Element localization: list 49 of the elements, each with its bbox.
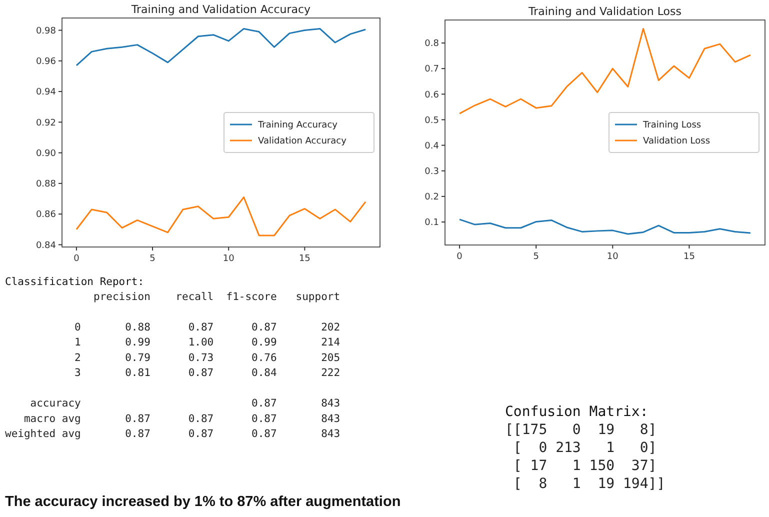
chart-title: Training and Validation Loss <box>527 5 682 18</box>
y-tick-label: 0.5 <box>424 116 439 126</box>
text: Confusion Matrix: <box>505 404 648 420</box>
y-tick-label: 0.96 <box>36 57 56 68</box>
x-tick-label: 10 <box>606 252 619 262</box>
text: [[175 0 19 8] <box>505 422 657 438</box>
text: The accuracy increased by 1% to 87% after augmentation <box>5 494 401 510</box>
y-tick-label: 0.4 <box>424 141 440 152</box>
y-tick-label: 0.6 <box>424 90 440 100</box>
text: [ 8 1 19 194]] <box>505 476 666 492</box>
x-tick-label: 5 <box>150 254 156 264</box>
x-tick-label: 15 <box>683 252 695 262</box>
text: [ 17 1 150 37] <box>505 458 657 474</box>
x-tick-label: 5 <box>533 252 539 262</box>
text: 1 0.99 1.00 0.99 214 <box>5 336 340 349</box>
legend-label: Training Loss <box>642 120 702 131</box>
line-series <box>76 28 366 66</box>
text: precision recall f1-score support <box>5 291 340 303</box>
y-tick-label: 0.8 <box>424 39 440 50</box>
y-tick-label: 0.2 <box>424 192 439 203</box>
x-tick-label: 15 <box>298 254 310 264</box>
x-tick-label: 0 <box>456 252 463 262</box>
y-tick-label: 0.86 <box>36 210 56 220</box>
y-tick-label: 0.88 <box>36 180 56 190</box>
legend-label: Validation Accuracy <box>258 136 348 147</box>
text: Classification Report: <box>5 276 144 288</box>
y-tick-label: 0.7 <box>424 64 439 75</box>
x-tick-label: 0 <box>74 254 80 264</box>
text: [ 0 213 1 0] <box>505 440 657 456</box>
y-tick-label: 0.1 <box>424 218 439 228</box>
y-tick-label: 0.3 <box>424 167 439 177</box>
text: accuracy 0.87 843 <box>5 398 340 410</box>
text: weighted avg 0.87 0.87 0.87 843 <box>5 428 340 440</box>
line-series <box>458 218 752 235</box>
legend-label: Training Accuracy <box>257 120 338 131</box>
line-series <box>458 28 752 114</box>
y-tick-label: 0.98 <box>36 26 56 36</box>
line-series <box>76 196 366 236</box>
y-tick-label: 0.84 <box>36 240 56 251</box>
x-tick-label: 10 <box>222 254 235 264</box>
chart-title: Training and Validation Accuracy <box>130 3 312 16</box>
text: macro avg 0.87 0.87 0.87 843 <box>5 412 340 425</box>
y-tick-label: 0.90 <box>36 148 56 159</box>
text: 2 0.79 0.73 0.76 205 <box>5 352 340 364</box>
y-tick-label: 0.94 <box>36 88 56 98</box>
legend-label: Validation Loss <box>643 136 710 147</box>
text: 3 0.81 0.87 0.84 222 <box>5 367 340 380</box>
text: 0 0.88 0.87 0.87 202 <box>5 321 340 334</box>
y-tick-label: 0.92 <box>36 118 56 128</box>
